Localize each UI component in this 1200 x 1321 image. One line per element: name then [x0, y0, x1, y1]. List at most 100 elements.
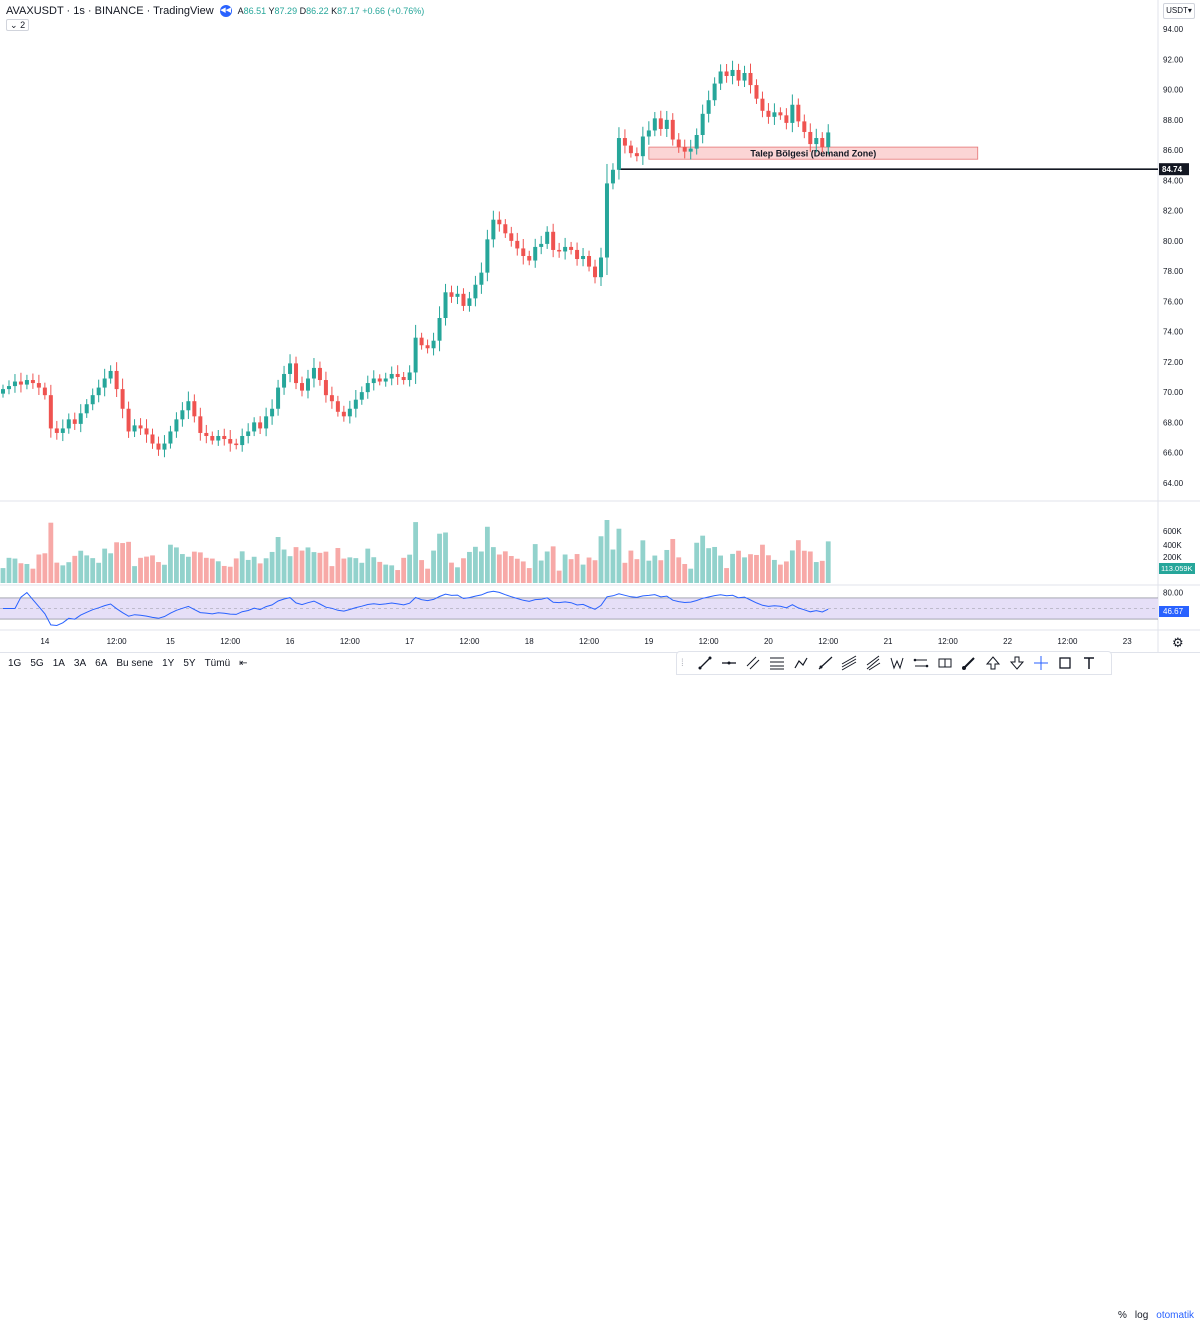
candle — [622, 129, 627, 154]
gear-icon[interactable]: ⚙ — [1172, 635, 1184, 650]
rectangle-icon[interactable] — [1054, 653, 1075, 673]
candle-body — [670, 119, 675, 140]
long-position-icon[interactable] — [910, 653, 931, 673]
candle — [515, 232, 520, 256]
price-tick-label: 68.00 — [1163, 418, 1184, 427]
candle — [443, 283, 448, 326]
open-value: 86.51 — [243, 6, 267, 16]
arrow-up-icon[interactable] — [982, 653, 1003, 673]
time-tick-label: 17 — [405, 637, 414, 646]
symbol-title[interactable]: AVAXUSDT · 1s · BINANCE · TradingView — [6, 5, 214, 17]
volume-bar — [239, 551, 245, 583]
candle-body — [724, 71, 729, 77]
percent-toggle[interactable]: % — [1118, 1310, 1127, 1321]
candle — [503, 219, 508, 238]
candle-body — [413, 337, 418, 373]
log-toggle[interactable]: log — [1134, 1310, 1149, 1321]
period-1g[interactable]: 1G — [8, 658, 22, 669]
fib-retracement-icon[interactable] — [766, 653, 787, 673]
candle — [341, 405, 346, 422]
period-5g[interactable]: 5G — [30, 658, 44, 669]
candle-body — [407, 372, 412, 381]
horizontal-line-icon[interactable] — [718, 653, 739, 673]
candle — [634, 147, 639, 162]
period-6a[interactable]: 6A — [95, 658, 108, 669]
period-1y[interactable]: 1Y — [162, 658, 175, 669]
candle-body — [311, 367, 316, 379]
arrow-down-icon[interactable] — [1006, 653, 1027, 673]
candle-body — [264, 416, 269, 429]
period-all[interactable]: Tümü — [204, 658, 231, 669]
price-range-icon[interactable] — [934, 653, 955, 673]
volume-bar — [275, 537, 281, 583]
period-5y[interactable]: 5Y — [183, 658, 196, 669]
volume-bar — [84, 555, 90, 583]
time-tick-label: 12:00 — [459, 637, 480, 646]
candle — [670, 113, 675, 146]
candle-body — [772, 112, 777, 117]
drag-handle-icon[interactable]: ⁞ — [681, 657, 684, 669]
candle-body — [760, 98, 765, 111]
volume-bar — [102, 548, 108, 583]
time-tick-label: 12:00 — [818, 637, 839, 646]
volume-bar — [443, 532, 448, 583]
period-1a[interactable]: 1A — [52, 658, 65, 669]
indicator-toggle[interactable]: ⌄ 2 — [6, 19, 30, 31]
volume-bar — [807, 551, 813, 583]
candle — [485, 229, 490, 282]
auto-toggle[interactable]: otomatik — [1156, 1310, 1195, 1321]
volume-tick-label: 400K — [1163, 541, 1182, 550]
regression-trend-icon[interactable] — [838, 653, 859, 673]
ray-icon[interactable] — [814, 653, 835, 673]
chart-canvas[interactable]: 64.00 66.00 68.00 70.00 72.00 74.00 76.00 78.00… — [0, 0, 1200, 652]
candle — [347, 400, 352, 424]
candle-body — [42, 387, 47, 396]
candle-body — [90, 395, 95, 405]
rewind-icon[interactable]: ◀◀ — [219, 5, 232, 17]
volume-bar — [484, 526, 490, 583]
volume-bar — [293, 547, 299, 583]
price-tick-label: 86.00 — [1163, 146, 1184, 155]
scale-controls: % log otomatik — [1118, 1310, 1194, 1321]
volume-bar — [688, 568, 694, 583]
trend-line-icon[interactable] — [694, 653, 715, 673]
candle-body — [383, 378, 388, 382]
date-range-icon[interactable]: ⇤ — [239, 658, 248, 669]
volume-bar — [496, 554, 502, 583]
candle-body — [700, 113, 705, 135]
candle-body — [138, 425, 143, 429]
candle-body — [718, 71, 723, 84]
candle-body — [216, 435, 221, 441]
candle-body — [473, 284, 478, 299]
candle-body — [48, 395, 53, 429]
parallel-channel-icon[interactable] — [742, 653, 763, 673]
volume-bar — [700, 535, 706, 583]
volume-bar — [401, 557, 407, 583]
candle — [276, 379, 281, 416]
crosshair-icon[interactable] — [1030, 653, 1051, 673]
text-icon[interactable] — [1078, 653, 1099, 673]
currency-select[interactable]: USDT▾ — [1163, 3, 1195, 19]
time-tick-label: 19 — [644, 637, 653, 646]
volume-bar — [251, 556, 257, 583]
time-tick-label: 12:00 — [699, 637, 720, 646]
pitchfork-icon[interactable] — [862, 653, 883, 673]
volume-bar — [772, 559, 777, 583]
candle — [437, 306, 442, 352]
path-icon[interactable] — [790, 653, 811, 673]
xabcd-pattern-icon[interactable] — [886, 653, 907, 673]
candle-body — [276, 387, 281, 409]
period-3a[interactable]: 3A — [73, 658, 87, 669]
brush-icon[interactable] — [958, 653, 979, 673]
candle — [180, 402, 185, 427]
period-ytd[interactable]: Bu sene — [116, 658, 154, 669]
candle — [114, 362, 119, 397]
candle-body — [36, 383, 41, 388]
candle-body — [252, 422, 257, 432]
close-value: 87.17 — [337, 6, 360, 16]
candle — [682, 139, 687, 159]
volume-bar — [789, 550, 795, 583]
candle — [371, 370, 376, 391]
volume-bar — [305, 547, 311, 583]
volume-bar — [622, 562, 628, 583]
